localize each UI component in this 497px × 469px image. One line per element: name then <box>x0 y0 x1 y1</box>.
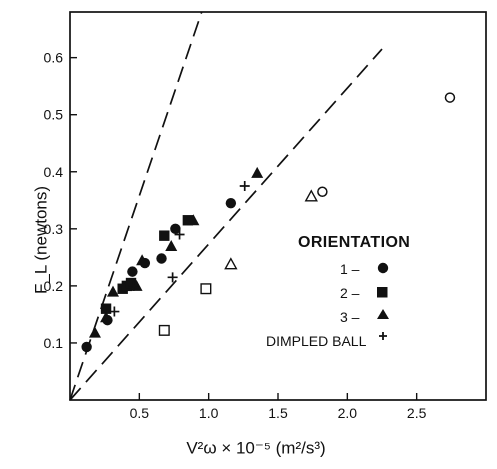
legend-entry-1-label: 1 – <box>340 261 360 277</box>
legend-triangle-filled-marker <box>377 309 389 319</box>
open-circle-point <box>317 186 328 197</box>
filled-triangle-point <box>251 166 264 178</box>
plus-point <box>239 181 250 192</box>
steep-dashed-reference-line <box>69 11 203 401</box>
shallow-dashed-reference-line <box>69 48 383 401</box>
filled-triangle-point <box>136 254 149 266</box>
open-triangle-point <box>224 257 238 270</box>
plus-point <box>128 280 139 291</box>
filled-square-point <box>182 215 194 226</box>
open-square-point <box>158 324 170 336</box>
y-tick-label: 0.5 <box>44 107 64 123</box>
filled-circle-point <box>225 197 237 209</box>
filled-square-point <box>125 277 137 289</box>
y-tick-label: 0.1 <box>44 335 64 351</box>
y-tick-label: 0.4 <box>44 164 64 180</box>
legend-plus-marker <box>379 332 387 340</box>
x-tick-label: 1.0 <box>199 405 219 421</box>
filled-triangle-point <box>187 214 200 226</box>
filled-triangle-point <box>100 311 113 323</box>
filled-square-point <box>159 230 170 241</box>
legend-square-filled-marker <box>377 287 388 298</box>
plus-point <box>167 272 178 283</box>
filled-circle-point <box>170 223 181 235</box>
x-axis-title: V²ω × 10⁻⁵ (m²/s³) <box>186 438 325 457</box>
x-tick-label: 2.0 <box>338 405 358 421</box>
filled-triangle-point <box>106 285 119 297</box>
filled-circle-point <box>156 253 167 264</box>
y-tick-label: 0.3 <box>44 221 64 237</box>
filled-circle-point <box>127 266 138 277</box>
x-tick-label: 1.5 <box>268 405 288 421</box>
y-tick-label: 0.6 <box>44 50 64 66</box>
y-tick-label: 0.2 <box>44 278 64 294</box>
x-tick-label: 0.5 <box>130 405 150 421</box>
plus-point <box>174 229 185 240</box>
filled-square-point <box>100 303 112 314</box>
open-square-point <box>200 283 212 295</box>
legend-entry-dimpled-label: DIMPLED BALL <box>266 333 367 349</box>
open-circle-point <box>444 92 456 103</box>
filled-circle-point <box>81 341 92 353</box>
legend-entry-3-label: 3 – <box>340 309 360 325</box>
plus-point <box>109 306 120 317</box>
legend-title: ORIENTATION <box>298 234 410 251</box>
filled-triangle-point <box>88 326 101 338</box>
y-axis-title: F_L (newtons) <box>31 186 50 294</box>
legend: ORIENTATION 1 – 2 – 3 – DIMPLED BALL <box>266 234 410 349</box>
legend-entry-2-label: 2 – <box>340 285 360 301</box>
filled-triangle-point <box>165 239 178 251</box>
x-tick-label: 2.5 <box>407 405 427 421</box>
open-triangle-point <box>304 189 318 202</box>
legend-circle-filled-marker <box>377 262 389 274</box>
